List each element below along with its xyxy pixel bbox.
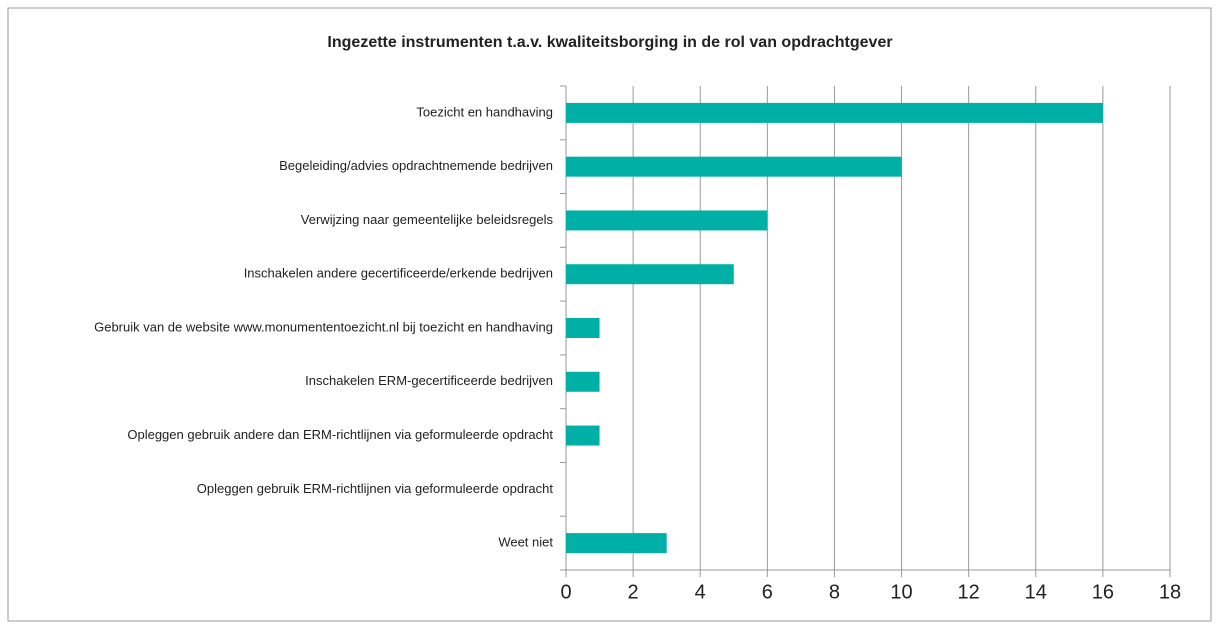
x-tick-label: 16 xyxy=(1092,581,1114,603)
x-tick-label: 18 xyxy=(1159,581,1181,603)
x-tick-label: 4 xyxy=(695,581,706,603)
y-tick-label: Begeleiding/advies opdrachtnemende bedri… xyxy=(279,158,553,173)
bar xyxy=(566,371,600,392)
x-tick-label: 8 xyxy=(829,581,840,603)
y-tick-label: Toezicht en handhaving xyxy=(416,104,553,119)
bar xyxy=(566,210,768,231)
x-tick-label: 10 xyxy=(890,581,912,603)
y-tick-label: Weet niet xyxy=(498,535,553,550)
bar xyxy=(566,102,1103,123)
y-tick-label: Gebruik van de website www.monumententoe… xyxy=(94,319,553,334)
x-tick-label: 6 xyxy=(762,581,773,603)
bar xyxy=(566,156,902,177)
y-tick-label: Opleggen gebruik ERM-richtlijnen via gef… xyxy=(197,481,554,496)
x-tick-label: 0 xyxy=(560,581,571,603)
chart-title: Ingezette instrumenten t.a.v. kwaliteits… xyxy=(327,34,892,51)
bar xyxy=(566,264,734,285)
y-tick-label: Inschakelen andere gecertificeerde/erken… xyxy=(244,266,553,281)
x-tick-label: 14 xyxy=(1025,581,1047,603)
bar xyxy=(566,533,667,554)
x-tick-label: 2 xyxy=(628,581,639,603)
x-tick-label: 12 xyxy=(958,581,980,603)
y-tick-label: Verwijzing naar gemeentelijke beleidsreg… xyxy=(301,212,554,227)
bar xyxy=(566,425,600,446)
bar xyxy=(566,318,600,338)
y-tick-label: Opleggen gebruik andere dan ERM-richtlij… xyxy=(127,427,553,442)
chart-border xyxy=(7,7,1212,622)
y-tick-label: Inschakelen ERM-gecertificeerde bedrijve… xyxy=(305,373,553,388)
